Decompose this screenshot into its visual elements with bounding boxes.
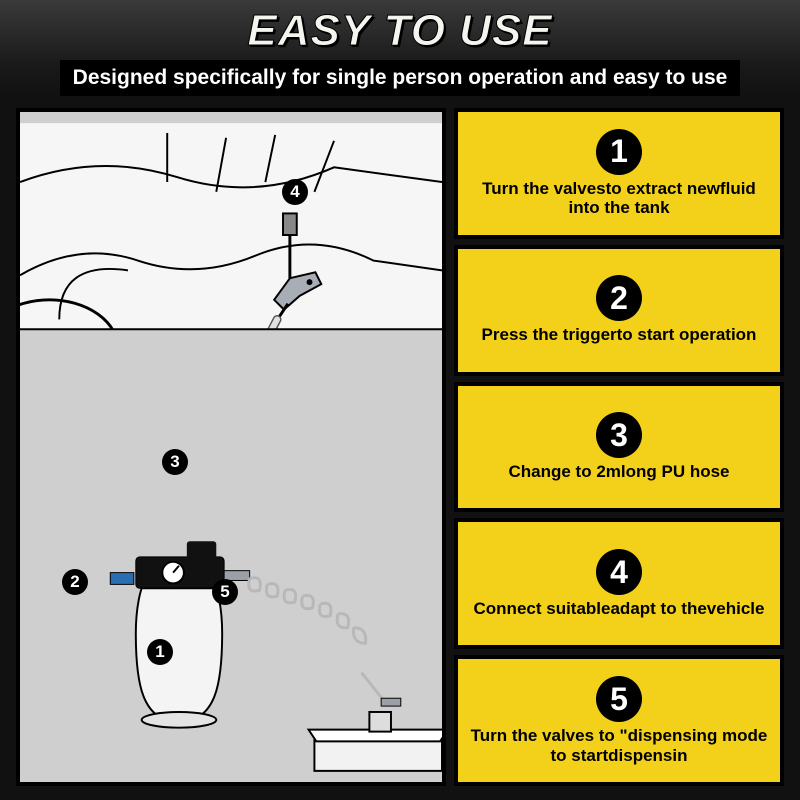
step-text: Connect suitableadapt to thevehicle [474,599,765,619]
step-number-badge: 3 [596,412,642,458]
content-row: 1 2 3 4 5 1 Turn the valvesto extract ne… [0,100,800,800]
diagram-label-3: 3 [162,449,188,475]
step-4: 4 Connect suitableadapt to thevehicle [454,518,784,649]
header: EASY TO USE Designed specifically for si… [0,0,800,100]
step-number-badge: 2 [596,275,642,321]
step-text: Press the triggerto start operation [482,325,757,345]
infographic-page: EASY TO USE Designed specifically for si… [0,0,800,800]
step-number-badge: 5 [596,676,642,722]
step-number-badge: 1 [596,129,642,175]
step-text: Turn the valvesto extract newfluid into … [468,179,770,218]
step-number-badge: 4 [596,549,642,595]
diagram-svg [20,112,442,782]
diagram-label-4: 4 [282,179,308,205]
diagram-label-5: 5 [212,579,238,605]
subtitle: Designed specifically for single person … [60,60,740,96]
step-5: 5 Turn the valves to "dispensing mode to… [454,655,784,786]
page-title: EASY TO USE [40,6,760,56]
step-2: 2 Press the triggerto start operation [454,245,784,376]
diagram-panel: 1 2 3 4 5 [16,108,446,786]
diagram-label-2: 2 [62,569,88,595]
step-3: 3 Change to 2mlong PU hose [454,382,784,513]
step-text: Turn the valves to "dispensing mode to s… [468,726,770,765]
diagram-label-1: 1 [147,639,173,665]
step-text: Change to 2mlong PU hose [508,462,729,482]
steps-column: 1 Turn the valvesto extract newfluid int… [454,108,784,786]
step-1: 1 Turn the valvesto extract newfluid int… [454,108,784,239]
